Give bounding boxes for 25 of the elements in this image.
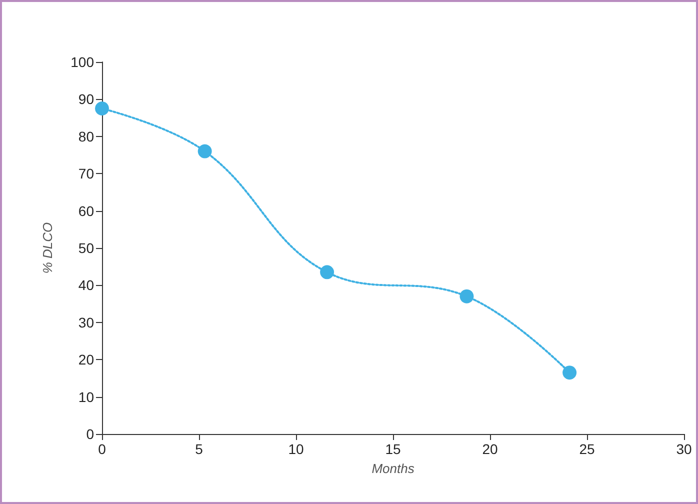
point [198, 144, 212, 158]
x-tick-label: 15 [385, 441, 401, 457]
y-tick-label: 50 [78, 240, 94, 256]
y-tick-label: 80 [78, 128, 94, 144]
y-tick-label: 40 [78, 277, 94, 294]
point [460, 289, 474, 304]
point [95, 102, 109, 116]
point [562, 366, 577, 380]
y-tick-label: 10 [78, 388, 94, 405]
y-tick-label: 100 [70, 54, 94, 70]
y-tick-label: 30 [78, 314, 94, 330]
y-tick-label: 90 [78, 91, 94, 108]
y-tick-label: 60 [78, 202, 94, 219]
y-tick-label: 20 [78, 352, 94, 368]
x-tick-label: 0 [98, 441, 106, 457]
x-tick-label: 20 [482, 441, 498, 457]
x-tick-label: 30 [676, 441, 692, 457]
x-tick-label: 10 [288, 441, 304, 457]
point [320, 265, 334, 280]
y-tick-label: 70 [78, 166, 94, 182]
x-tick-label: 5 [195, 441, 204, 457]
x-tick-label: 25 [579, 441, 595, 457]
x-axis-title: Months [372, 461, 415, 476]
y-axis-title: % DLCO [40, 222, 55, 274]
y-tick-label: 0 [86, 426, 94, 442]
